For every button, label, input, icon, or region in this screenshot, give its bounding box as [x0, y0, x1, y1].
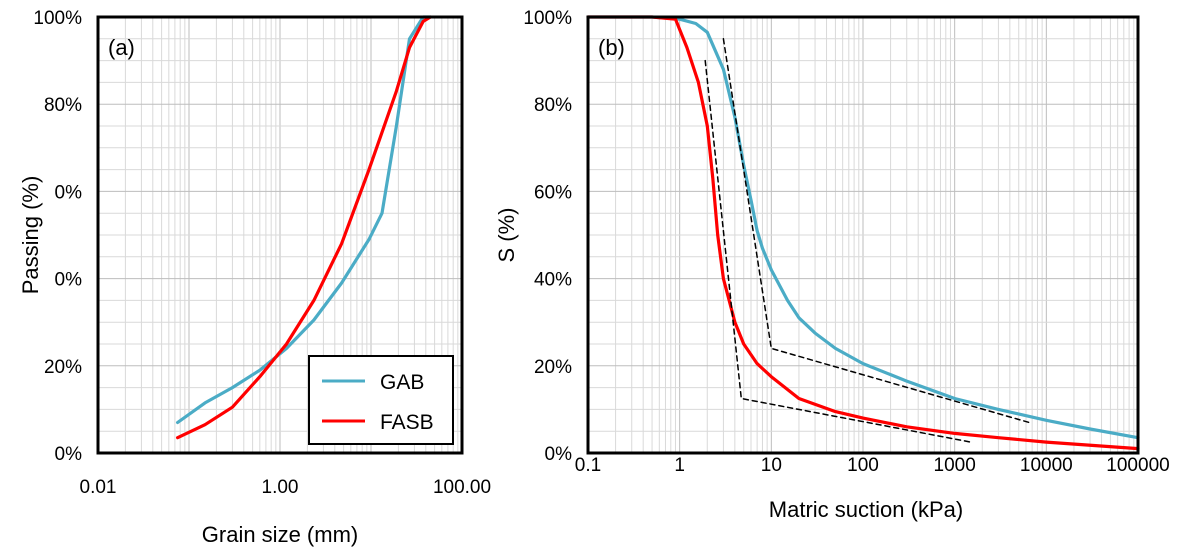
y-tick-label: 0%: [545, 444, 573, 465]
panel-b: 0% 20% 40% 60% 80% 100% 0.1 1 10 100 1000 10000 100…: [494, 8, 1170, 522]
panel-a-y-tick-labels: 0% 20% 0% 0% 80% 100%: [33, 8, 82, 465]
y-tick-label: 0%: [55, 444, 83, 465]
legend-label-gab: GAB: [380, 371, 424, 394]
panel-a-series: [176, 15, 432, 440]
y-tick-label: 100%: [33, 8, 82, 29]
panel-b-label: (b): [598, 35, 625, 60]
y-tick-label: 0%: [55, 182, 83, 203]
panel-b-y-tick-labels: 0% 20% 40% 60% 80% 100%: [523, 8, 572, 465]
panel-a-x-axis-title: Grain size (mm): [202, 522, 358, 547]
series-dashed-guide-line-3: [704, 59, 972, 443]
panel-b-plot-frame: [586, 15, 1140, 455]
x-tick-label: 0.01: [80, 477, 117, 498]
legend-label-fasb: FASB: [380, 411, 434, 434]
x-tick-label: 10000: [1020, 455, 1073, 476]
x-tick-label: 10: [761, 455, 782, 476]
panel-a-plot-frame: [96, 15, 464, 455]
x-tick-label: 1.00: [262, 477, 299, 498]
x-tick-label: 0.1: [575, 455, 601, 476]
y-tick-label: 80%: [44, 95, 82, 116]
y-tick-label: 60%: [534, 182, 572, 203]
panel-b-series: [586, 15, 1140, 451]
x-tick-label: 1: [674, 455, 685, 476]
x-tick-label: 100000: [1106, 455, 1169, 476]
panel-a-x-tick-labels: 0.01 1.00 100.00: [80, 477, 492, 498]
y-tick-label: 0%: [55, 270, 83, 291]
y-tick-label: 80%: [534, 95, 572, 116]
x-tick-label: 1000: [934, 455, 976, 476]
x-tick-label: 100: [847, 455, 879, 476]
legend: GAB FASB: [308, 355, 454, 445]
y-tick-label: 100%: [523, 8, 572, 29]
panel-b-x-axis-title: Matric suction (kPa): [769, 497, 963, 522]
y-tick-label: 40%: [534, 270, 572, 291]
series-dashed-guide-line-2: [722, 38, 1030, 424]
series-fasb-curve: [176, 15, 432, 440]
series-fasb-curve: [586, 15, 1140, 451]
panel-a-y-axis-title: Passing (%): [18, 176, 43, 295]
panel-b-y-axis-title: S (%): [494, 208, 519, 263]
x-tick-label: 100.00: [433, 477, 491, 498]
panel-b-grid: [587, 16, 1138, 454]
panel-a: 0% 20% 0% 0% 80% 100% 0.01 1.00 100.00 (a) Grai…: [18, 8, 491, 547]
legend-box: [308, 355, 454, 445]
series-gab-curve: [176, 15, 432, 425]
panel-a-label: (a): [108, 35, 135, 60]
series-gab-curve: [586, 15, 1140, 440]
y-tick-label: 20%: [44, 357, 82, 378]
y-tick-label: 20%: [534, 357, 572, 378]
panel-b-x-tick-labels: 0.1 1 10 100 1000 10000 100000: [575, 455, 1170, 476]
